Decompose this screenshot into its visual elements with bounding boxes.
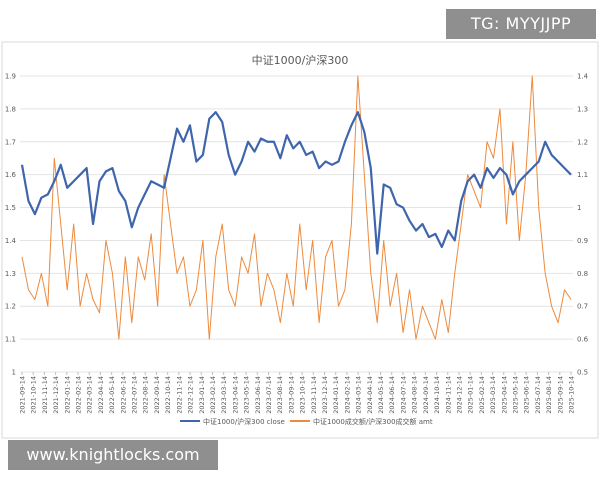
right-tick-label: 0.9 bbox=[577, 237, 588, 245]
x-tick-label: 2023-02-14 bbox=[209, 376, 217, 414]
x-tick-label: 2021-12-14 bbox=[52, 376, 60, 414]
x-tick-label: 2022-05-14 bbox=[108, 376, 116, 414]
x-tick-label: 2024-09-14 bbox=[422, 376, 430, 414]
right-tick-label: 1.3 bbox=[577, 105, 588, 113]
x-tick-label: 2025-08-14 bbox=[545, 376, 553, 414]
x-tick-label: 2023-10-14 bbox=[299, 376, 307, 414]
x-tick-label: 2023-05-14 bbox=[243, 376, 251, 414]
right-tick-label: 0.8 bbox=[577, 270, 588, 278]
right-tick-label: 1.2 bbox=[577, 138, 588, 146]
right-tick-label: 0.6 bbox=[577, 336, 589, 344]
x-axis: 2021-09-14 2021-10-14 2021-11-14 2021-12-14… bbox=[19, 372, 576, 414]
x-tick-label: 2023-11-14 bbox=[310, 376, 318, 414]
x-tick-label: 2024-06-14 bbox=[388, 376, 396, 414]
legend-amt-label: 中证1000成交额/沪深300成交额 amt bbox=[313, 417, 433, 426]
right-tick-label: 1.4 bbox=[577, 73, 589, 81]
left-axis: 1 1.1 1.2 1.3 1.4 1.5 1.6 1.7 1.8 1.9 bbox=[5, 73, 17, 377]
x-tick-label: 2025-05-14 bbox=[511, 376, 519, 414]
x-tick-label: 2023-08-14 bbox=[276, 376, 284, 414]
x-tick-label: 2022-07-14 bbox=[131, 376, 139, 414]
x-tick-label: 2022-09-14 bbox=[153, 376, 161, 414]
x-tick-label: 2025-10-14 bbox=[568, 376, 576, 414]
x-tick-label: 2022-04-14 bbox=[97, 376, 105, 414]
x-tick-label: 2025-03-14 bbox=[489, 376, 497, 414]
x-tick-label: 2024-04-14 bbox=[366, 376, 374, 414]
series-amt-line bbox=[21, 75, 572, 340]
x-tick-label: 2023-04-14 bbox=[231, 376, 239, 414]
left-tick-label: 1.6 bbox=[5, 171, 17, 179]
x-tick-label: 2024-05-14 bbox=[377, 376, 385, 414]
x-tick-label: 2023-03-14 bbox=[220, 376, 228, 414]
left-tick-label: 1.5 bbox=[5, 204, 16, 212]
x-tick-label: 2022-12-14 bbox=[187, 376, 195, 414]
watermark-bottom: www.knightlocks.com bbox=[8, 440, 218, 470]
x-tick-label: 2024-03-14 bbox=[355, 376, 363, 414]
x-tick-label: 2023-09-14 bbox=[287, 376, 295, 414]
x-tick-label: 2024-07-14 bbox=[399, 376, 407, 414]
legend-close-label: 中证1000/沪深300 close bbox=[203, 417, 285, 426]
series-layer bbox=[20, 75, 572, 340]
x-tick-label: 2024-08-14 bbox=[411, 376, 419, 414]
x-tick-label: 2021-09-14 bbox=[19, 376, 27, 414]
x-tick-label: 2023-01-14 bbox=[198, 376, 206, 414]
x-tick-label: 2021-11-14 bbox=[41, 376, 49, 414]
x-tick-label: 2025-02-14 bbox=[478, 376, 486, 414]
legend: 中证1000/沪深300 close 中证1000成交额/沪深300成交额 am… bbox=[180, 417, 433, 426]
chart-title: 中证1000/沪深300 bbox=[252, 53, 349, 67]
x-tick-label: 2024-01-14 bbox=[332, 376, 340, 414]
x-tick-label: 2022-06-14 bbox=[119, 376, 127, 414]
x-tick-label: 2022-11-14 bbox=[175, 376, 183, 414]
x-tick-label: 2024-10-14 bbox=[433, 376, 441, 414]
x-tick-label: 2021-10-14 bbox=[30, 376, 38, 414]
x-tick-label: 2025-01-14 bbox=[467, 376, 475, 414]
right-tick-label: 1.1 bbox=[577, 171, 588, 179]
x-tick-label: 2025-09-14 bbox=[556, 376, 564, 414]
x-tick-label: 2024-11-14 bbox=[444, 376, 452, 414]
left-tick-label: 1.4 bbox=[5, 237, 17, 245]
x-tick-label: 2025-06-14 bbox=[523, 376, 531, 414]
x-tick-label: 2022-08-14 bbox=[142, 376, 150, 414]
x-tick-label: 2024-02-14 bbox=[343, 376, 351, 414]
right-tick-label: 0.5 bbox=[577, 369, 588, 377]
left-tick-label: 1.7 bbox=[5, 138, 16, 146]
x-tick-label: 2022-02-14 bbox=[75, 376, 83, 414]
right-tick-label: 0.7 bbox=[577, 303, 588, 311]
x-tick-label: 2024-12-14 bbox=[455, 376, 463, 414]
left-tick-label: 1.9 bbox=[5, 73, 16, 81]
x-tick-label: 2022-01-14 bbox=[63, 376, 71, 414]
x-tick-label: 2025-04-14 bbox=[500, 376, 508, 414]
left-tick-label: 1.2 bbox=[5, 303, 16, 311]
x-tick-label: 2022-03-14 bbox=[86, 376, 94, 414]
right-axis: 0.5 0.6 0.7 0.8 0.9 1 1.1 1.2 1.3 1.4 bbox=[577, 73, 589, 377]
right-tick-label: 1 bbox=[577, 204, 581, 212]
left-tick-label: 1 bbox=[12, 369, 16, 377]
x-tick-label: 2025-07-14 bbox=[534, 376, 542, 414]
watermark-top: TG: MYYJJPP bbox=[446, 9, 596, 39]
x-tick-label: 2023-07-14 bbox=[265, 376, 273, 414]
left-tick-label: 1.1 bbox=[5, 336, 16, 344]
x-tick-label: 2022-10-14 bbox=[164, 376, 172, 414]
left-tick-label: 1.8 bbox=[5, 105, 16, 113]
left-tick-label: 1.3 bbox=[5, 270, 16, 278]
x-tick-label: 2023-12-14 bbox=[321, 376, 329, 414]
series-close-line bbox=[20, 111, 572, 255]
x-tick-label: 2023-06-14 bbox=[254, 376, 262, 414]
